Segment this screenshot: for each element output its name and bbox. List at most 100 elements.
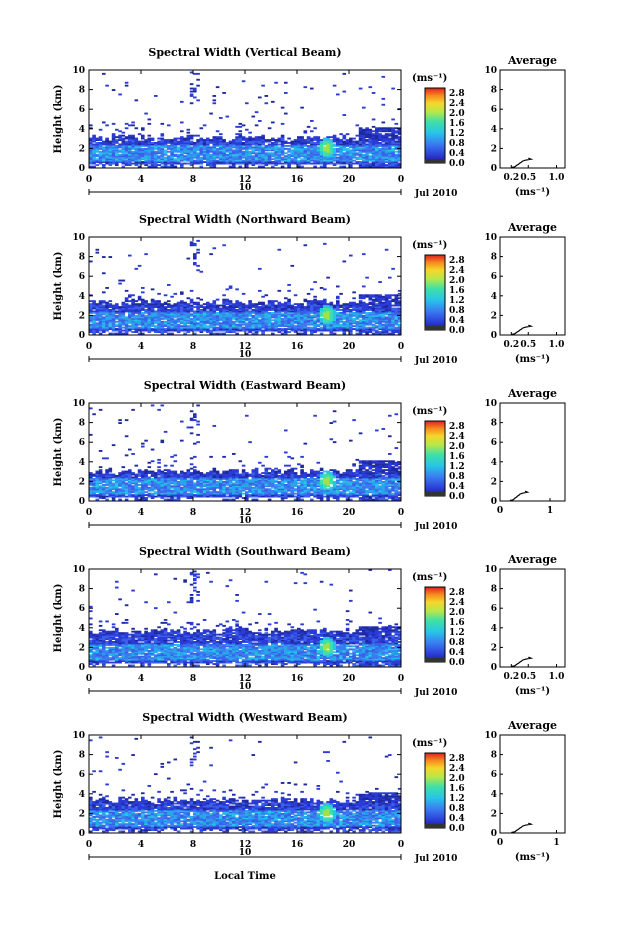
heatmap-cell xyxy=(147,155,152,158)
heatmap-cell xyxy=(388,153,392,156)
heatmap-cell xyxy=(232,492,236,495)
heatmap-cell xyxy=(134,142,139,144)
heatmap-cell xyxy=(160,304,165,307)
heatmap-cell xyxy=(147,461,152,464)
heatmap-cell xyxy=(222,320,226,323)
heatmap-cell xyxy=(180,475,184,477)
heatmap-cell xyxy=(206,140,210,143)
heatmap-cell xyxy=(176,161,181,163)
heatmap-cell xyxy=(157,470,161,473)
heatmap-cell xyxy=(147,483,152,486)
heatmap-cell xyxy=(131,124,135,127)
heatmap-cell xyxy=(137,304,142,307)
heatmap-cell xyxy=(196,152,200,155)
heatmap-cell xyxy=(375,316,379,319)
heatmap-cell xyxy=(209,307,213,310)
heatmap-cell xyxy=(170,464,174,467)
heatmap-cell xyxy=(362,322,366,325)
heatmap-cell xyxy=(144,439,148,442)
heatmap-cell xyxy=(102,306,106,308)
heatmap-cell xyxy=(300,155,304,158)
heatmap-cell xyxy=(173,495,178,498)
heatmap-cell xyxy=(258,322,262,325)
heatmap-cell xyxy=(267,329,272,332)
heatmap-cell xyxy=(313,325,317,328)
heatmap-cell xyxy=(98,316,103,319)
heatmap-cell xyxy=(170,475,174,477)
heatmap-cell xyxy=(131,159,135,162)
heatmap-cell xyxy=(167,489,171,492)
heatmap-cell xyxy=(391,310,395,313)
heatmap-cell xyxy=(329,307,334,310)
heatmap-cell xyxy=(170,143,174,146)
heatmap-cell xyxy=(108,475,113,477)
heatmap-cell xyxy=(189,488,194,491)
heatmap-cell xyxy=(251,317,256,320)
heatmap-cell xyxy=(329,319,334,322)
heatmap-cell xyxy=(154,142,158,144)
heatmap-cell xyxy=(349,146,353,149)
heatmap-cell xyxy=(160,137,165,140)
heatmap-cell xyxy=(375,162,379,165)
heatmap-cell xyxy=(362,128,366,131)
heatmap-cell xyxy=(173,150,178,153)
heatmap-cell xyxy=(196,494,200,496)
heatmap-cell xyxy=(313,143,317,146)
heatmap-cell xyxy=(326,328,330,330)
heatmap-cell xyxy=(293,149,298,152)
heatmap-cell xyxy=(222,161,226,163)
heatmap-cell xyxy=(284,309,288,311)
heatmap-cell xyxy=(319,301,324,304)
heatmap-cell xyxy=(189,156,194,159)
heatmap-cell xyxy=(98,469,103,472)
heatmap-cell xyxy=(323,298,327,301)
heatmap-cell xyxy=(277,306,282,308)
heatmap-cell xyxy=(375,332,379,335)
heatmap-cell xyxy=(245,319,249,322)
heatmap-cell xyxy=(163,146,168,149)
heatmap-cell xyxy=(358,147,363,150)
heatmap-cell xyxy=(310,326,314,329)
heatmap-cell xyxy=(290,152,295,155)
heatmap-cell xyxy=(189,242,194,245)
heatmap-cell xyxy=(134,478,139,480)
heatmap-cell xyxy=(384,329,389,332)
heatmap-cell xyxy=(303,329,308,332)
heatmap-cell xyxy=(368,137,373,140)
heatmap-cell xyxy=(167,300,171,303)
heatmap-cell xyxy=(111,488,116,491)
heatmap-cell xyxy=(206,491,210,494)
heatmap-cell xyxy=(199,314,204,317)
heatmap-cell xyxy=(394,142,399,144)
heatmap-cell xyxy=(310,156,314,159)
heatmap-cell xyxy=(147,482,152,485)
heatmap-cell xyxy=(306,306,311,308)
heatmap-cell xyxy=(365,164,369,166)
heatmap-cell xyxy=(98,307,103,310)
heatmap-cell xyxy=(391,87,395,90)
heatmap-cell xyxy=(365,127,369,130)
heatmap-cell xyxy=(251,150,256,153)
heatmap-cell xyxy=(209,146,213,149)
heatmap-cell xyxy=(394,150,399,153)
heatmap-cell xyxy=(121,152,126,155)
heatmap-cell xyxy=(284,329,288,332)
heatmap-cell xyxy=(102,457,106,460)
heatmap-cell xyxy=(303,298,308,301)
heatmap-cell xyxy=(212,317,217,320)
heatmap-cell xyxy=(384,319,389,322)
heatmap-cell xyxy=(300,328,304,330)
heatmap-cell xyxy=(264,329,269,332)
heatmap-cell xyxy=(258,146,262,149)
heatmap-cell xyxy=(235,488,239,491)
heatmap-cell xyxy=(154,313,158,316)
heatmap-cell xyxy=(92,159,96,162)
heatmap-cell xyxy=(105,326,109,329)
heatmap-cell xyxy=(105,304,109,307)
heatmap-cell xyxy=(137,298,142,301)
heatmap-cell xyxy=(163,145,168,147)
heatmap-cell xyxy=(186,145,191,147)
heatmap-cell xyxy=(303,156,308,159)
heatmap-cell xyxy=(271,316,275,319)
heatmap-cell xyxy=(381,162,386,165)
